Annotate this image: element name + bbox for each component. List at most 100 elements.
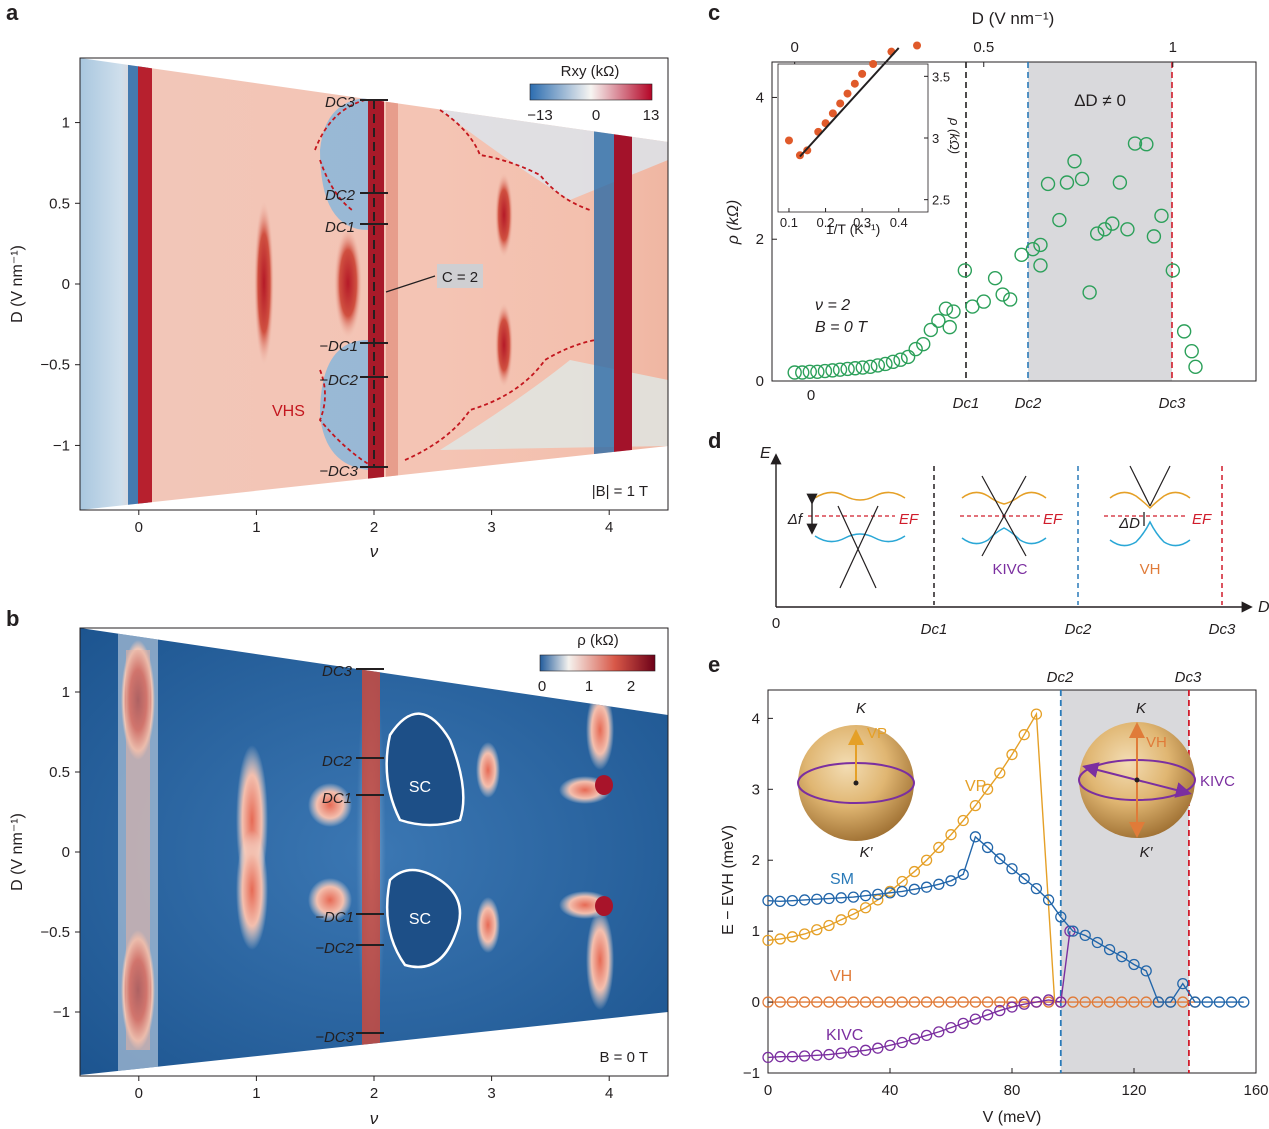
a-label-mdc2: −DC2 [319,372,358,389]
e-sphere-vp: K K′ VP [797,700,915,861]
b-label-field: B = 0 T [599,1049,648,1066]
e-point-sm [786,895,799,907]
e-point-vp [1006,748,1018,761]
e-series [762,708,1250,1064]
e-point-sm [933,878,945,890]
c-top-ticks: 0 0.5 1 [791,39,1177,67]
c-gap-label: ΔD ≠ 0 [1074,91,1126,110]
c-ylabel: ρ (kΩ) [725,200,742,245]
e-point-vh [920,996,933,1008]
c-inset-point [828,109,837,118]
c-point [1089,226,1105,241]
b-xtick-label: 3 [487,1085,495,1102]
a-ytick-label: 1 [62,115,70,132]
e-point-sm [774,895,786,908]
c-xtick-0: 0 [807,387,815,404]
panel-c: c ΔD ≠ 0 ν = 2 B = 0 T 024 ρ (kΩ) 0 0.5 1 … [708,0,1257,412]
c-point [1067,154,1082,169]
c-point [893,352,908,367]
c-point [1184,344,1199,359]
a-label-mdc1: −DC1 [319,338,358,355]
d-kivc: KIVC [992,561,1027,578]
a-xticks: 0 1 2 3 4 [135,510,613,536]
e-point-sm [1091,936,1104,949]
panel-a: a DC3 DC2 DC1 −DC1 −DC2 −DC3 VHS C = [6,0,669,561]
e-point-vh [981,996,994,1008]
b-ytick-label: 0 [62,844,70,861]
e-point-vp [908,865,921,878]
e-point-vh [1128,996,1140,1008]
e-sphere2-k: K [1136,700,1147,717]
b-ytick-label: −1 [53,1004,70,1021]
e-point-vp [969,799,982,812]
a-xtick-label: 4 [605,519,613,536]
e-point-sm [1128,958,1140,971]
d-dc1: Dc1 [921,621,948,638]
c-point [1139,137,1154,152]
a-cbtick-2: 13 [643,107,660,124]
e-point-vp [823,919,835,932]
c-point [995,287,1010,302]
e-sphere-kivc: K K′ VH KIVC [1078,700,1235,861]
c-xtick-dc2: Dc2 [1015,395,1042,412]
e-point-vp [774,933,786,945]
c-point [1105,216,1120,231]
a-label-vhs: VHS [272,403,305,420]
b-label-dc1: DC1 [322,790,352,807]
a-label-dc3: DC3 [325,94,356,111]
c-inset-xlabel: 1/T (K⁻¹) [826,221,881,237]
e-xtick-label: 0 [764,1082,772,1099]
e-line-vp [767,711,1056,1003]
c-point [1082,285,1097,300]
e-point-sm [1213,996,1226,1008]
e-point-sm [1177,977,1189,990]
e-point-vh [823,996,835,1008]
e-ytick-label: 1 [752,923,760,940]
b-xtick-label: 0 [135,1085,143,1102]
b-xlabel: ν [370,1109,379,1128]
c-point [931,313,946,328]
d-dc2: Dc2 [1065,621,1092,638]
c-inset-point [869,60,878,68]
e-point-vh [847,996,860,1008]
d-gap-f: Δf [787,511,804,528]
c-point [1025,241,1041,257]
e-point-sm [920,881,933,893]
c-field-label: B = 0 T [815,319,868,336]
e-point-sm [847,891,860,903]
a-ytick-label: 0 [62,276,70,293]
e-point-vp [859,902,872,914]
e-point-kivc [1042,994,1055,1006]
c-point [946,304,961,319]
e-point-vh [884,996,896,1008]
c-point [938,301,954,316]
c-yticks: 0 2 4 [756,89,777,390]
e-point-kivc [933,1026,945,1038]
c-point [1154,208,1169,224]
e-point-sm [1055,911,1067,923]
a-xtick-label: 3 [487,519,495,536]
c-inset-xtick-label: 0.3 [853,215,871,230]
e-point-sm [1225,996,1238,1008]
c-inset-point [858,69,867,78]
a-colorbar-label: Rxy (kΩ) [561,63,620,80]
a-xlabel: ν [370,542,379,561]
e-point-vh [774,996,786,1008]
d-dc3: Dc3 [1209,621,1236,638]
panel-d: d E D 0 Dc1 Dc2 Dc3 Δf EF EF KIVC ΔD EF … [708,428,1269,638]
c-inset-point [784,136,793,145]
panel-c-letter: c [708,0,720,25]
a-xtick-label: 1 [252,519,260,536]
e-point-sm [811,893,823,905]
c-inset-point [836,99,845,108]
e-sphere2-kivc: KIVC [1200,773,1235,790]
e-point-vh [1103,996,1116,1008]
e-point-kivc [969,1013,982,1025]
c-inset-yticks: 2.5 3 3.5 [924,69,950,208]
a-label-field: |B| = 1 T [592,483,648,500]
d-ef-3: EF [1192,511,1212,528]
e-point-sm [762,895,774,907]
b-xtick-label: 1 [252,1085,260,1102]
e-ytick-label: 2 [752,852,760,869]
